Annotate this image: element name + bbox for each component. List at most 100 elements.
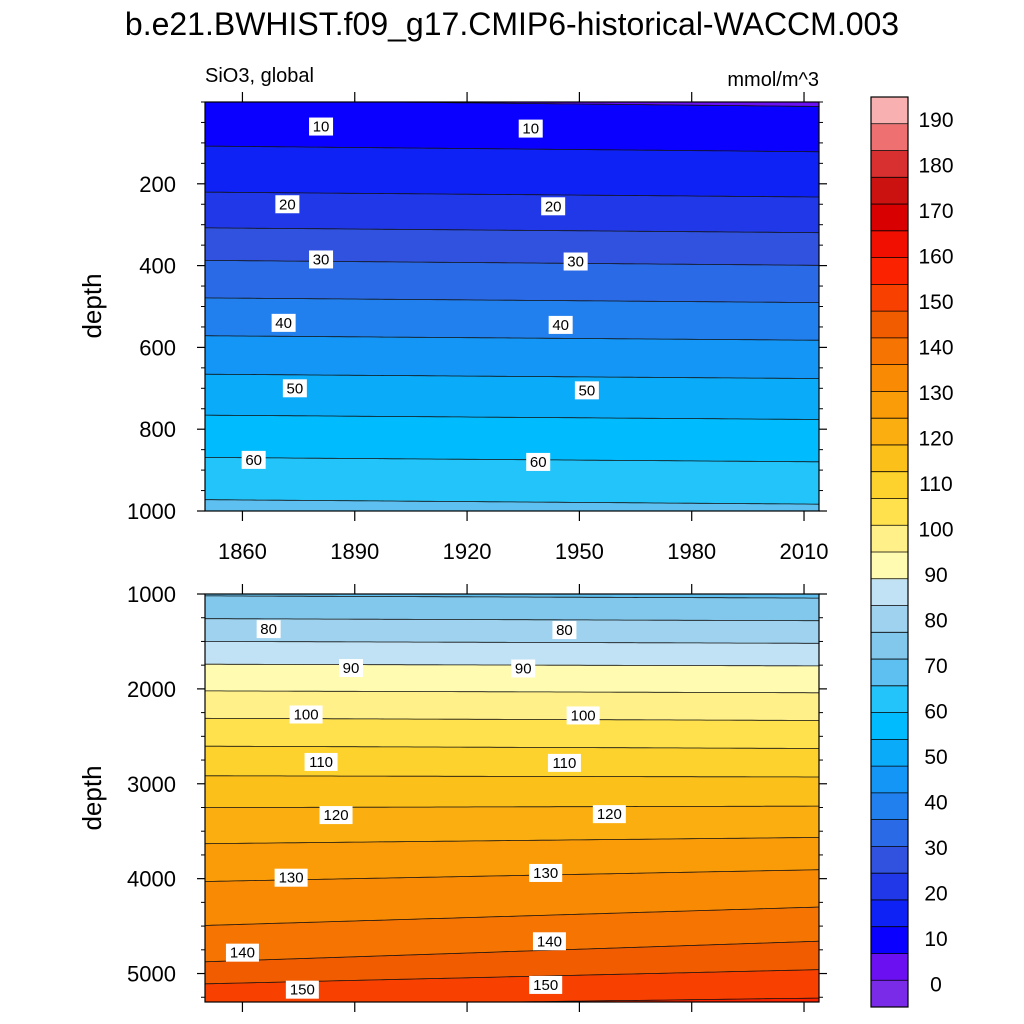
lower-panel-contour-lines <box>205 595 819 1002</box>
contour-label: 30 <box>567 254 584 271</box>
contour-band <box>205 745 819 778</box>
y-tick-label: 400 <box>139 254 176 279</box>
colorbar-swatch <box>871 525 908 553</box>
contour-band <box>205 618 819 644</box>
contour-label-box <box>548 315 573 334</box>
upper-panel-contour-labels: 10 10 20 20 30 30 40 40 50 50 60 60 <box>241 117 599 471</box>
contour-line <box>205 191 819 198</box>
contour-line <box>205 906 819 926</box>
y-tick-label: 600 <box>139 335 176 360</box>
contour-line <box>481 997 819 1002</box>
contour-label-box <box>532 932 566 951</box>
colorbar-tick-label: 120 <box>918 427 953 450</box>
colorbar-tick-label: 0 <box>930 973 942 996</box>
contour-label: 20 <box>545 198 562 215</box>
contour-line <box>205 457 819 463</box>
contour-label: 100 <box>294 707 319 724</box>
colorbar-swatch <box>871 364 908 392</box>
contour-label: 40 <box>275 315 292 332</box>
contour-label-box <box>541 197 566 216</box>
colorbar-swatch <box>871 739 908 767</box>
contour-label-box <box>592 805 626 824</box>
contour-line <box>205 690 819 694</box>
contour-label-box <box>529 863 563 882</box>
contour-label: 90 <box>515 660 532 677</box>
y-tick-label: 2000 <box>127 677 176 702</box>
contour-label-box <box>574 381 599 400</box>
contour-line <box>205 499 819 505</box>
colorbar-swatch <box>871 632 908 660</box>
colorbar-swatch <box>871 873 908 901</box>
contour-label-box <box>319 806 353 825</box>
contour-label: 150 <box>290 982 315 999</box>
contour-label-box <box>547 753 581 772</box>
colorbar-swatch <box>871 257 908 285</box>
contour-label: 80 <box>556 622 573 639</box>
contour-label: 110 <box>552 755 576 772</box>
x-tick-label: 1980 <box>667 539 716 564</box>
contour-label-box <box>289 705 323 724</box>
colorbar-tick-label: 140 <box>918 336 953 359</box>
contour-label-box <box>241 450 266 469</box>
colorbar-tick-label: 70 <box>924 655 947 678</box>
contour-label: 140 <box>537 933 562 950</box>
contour-line <box>205 595 819 599</box>
contour-label: 50 <box>579 382 596 399</box>
colorbar-tick-label: 130 <box>918 382 953 405</box>
contour-line <box>205 297 819 303</box>
x-tick-label: 1860 <box>218 539 267 564</box>
colorbar-tick-label: 110 <box>919 473 952 496</box>
contour-band <box>205 227 819 266</box>
colorbar-swatch <box>871 766 908 794</box>
contour-label-box <box>566 706 600 725</box>
contour-label: 110 <box>309 754 333 771</box>
contour-label-box <box>225 943 259 962</box>
colorbar-swatch <box>871 552 908 580</box>
y-tick-label: 4000 <box>127 867 176 892</box>
contour-label-box <box>563 252 588 271</box>
colorbar-swatch <box>871 471 908 499</box>
colorbar-tick-label: 40 <box>924 791 947 814</box>
colorbar-swatch <box>871 444 908 473</box>
contour-label: 20 <box>279 196 296 213</box>
colorbar-swatch <box>871 846 908 874</box>
colorbar-swatch <box>871 712 908 740</box>
x-tick-label: 1950 <box>555 539 604 564</box>
colorbar-tick-label: 190 <box>918 109 953 132</box>
contour-label: 60 <box>245 452 262 469</box>
contour-line <box>205 940 819 963</box>
variable-label: SiO3, global <box>205 65 314 87</box>
contour-label: 50 <box>287 380 304 397</box>
contour-line <box>205 641 819 644</box>
upper-y-axis-label: depth <box>77 273 107 338</box>
colorbar-swatch <box>871 97 908 125</box>
colorbar-swatch <box>871 337 908 366</box>
colorbar-tick-label: 170 <box>918 200 953 223</box>
colorbar-tick-label: 50 <box>924 746 947 769</box>
contour-label-box <box>282 379 307 398</box>
contour-label-box <box>309 117 334 136</box>
colorbar-swatch <box>871 418 908 446</box>
contour-line <box>205 414 819 420</box>
colorbar-swatch <box>871 284 908 312</box>
x-tick-label: 2010 <box>780 539 829 564</box>
contour-label: 90 <box>343 660 360 677</box>
lower-panel-ticks: 1000 2000 3000 4000 5000 <box>127 582 827 1012</box>
contour-band <box>205 414 819 463</box>
contour-label: 130 <box>533 865 558 882</box>
upper-panel-contour-lines <box>205 102 819 505</box>
contour-line <box>205 260 819 266</box>
contour-label-box <box>529 975 563 994</box>
contour-band <box>205 775 819 808</box>
contour-label-box <box>339 659 364 678</box>
contour-line <box>205 775 819 778</box>
contour-label-box <box>274 868 308 887</box>
contour-label: 10 <box>522 121 539 138</box>
colorbar-tick-label: 30 <box>924 837 947 860</box>
colorbar-tick-label: 150 <box>918 291 953 314</box>
contour-label-box <box>526 452 551 471</box>
contour-label: 140 <box>230 945 255 962</box>
contour-label: 100 <box>571 707 596 724</box>
contour-line <box>205 373 819 379</box>
